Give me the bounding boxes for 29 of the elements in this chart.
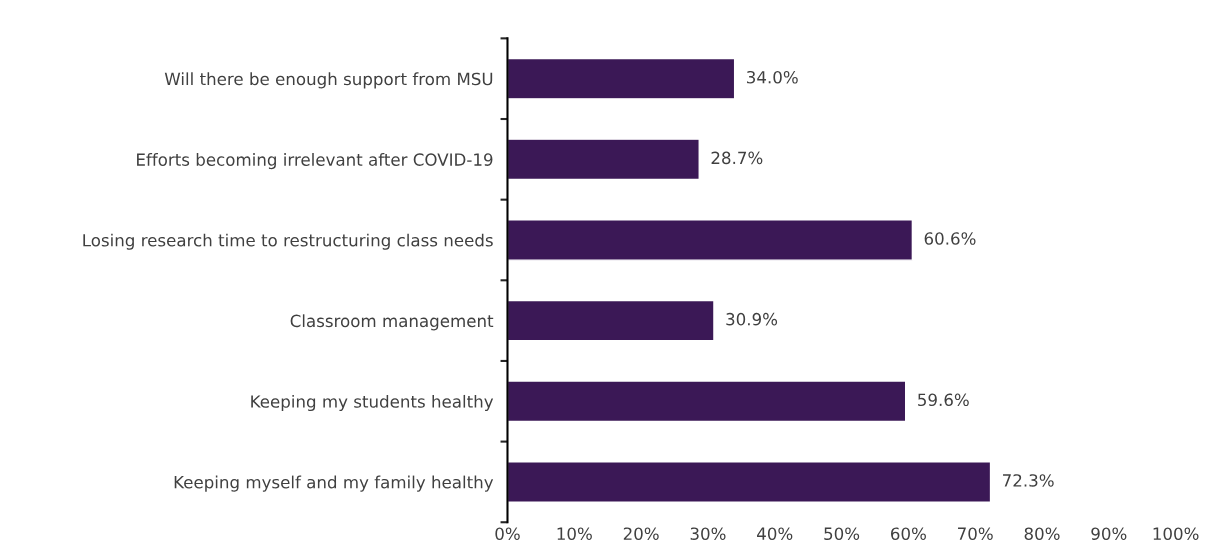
data-label: 60.6% — [924, 232, 976, 245]
x-tick-label: 40% — [757, 527, 793, 541]
x-tick-label: 60% — [891, 527, 926, 541]
y-tick-label: Efforts becoming irrelevant after COVID-19 — [137, 153, 493, 170]
bar — [507, 299, 715, 342]
bar — [507, 461, 992, 503]
y-tick-label: Will there be enough support from MSU — [164, 72, 493, 89]
x-tick-label: 0% — [495, 527, 520, 541]
y-tick-label: Keeping my students healthy — [251, 394, 494, 412]
y-tick-label: Losing research time to restructuring class needs — [83, 233, 493, 250]
x-tick-label: 90% — [1091, 527, 1127, 541]
data-label: 28.7% — [711, 151, 763, 165]
x-tick-label: 100% — [1153, 527, 1199, 541]
y-tick-label: Classroom management — [290, 314, 494, 331]
x-tick-label: 80% — [1024, 527, 1060, 541]
x-tick-label: 10% — [557, 527, 592, 541]
x-tick-label: 70% — [958, 527, 993, 541]
x-tick-label: 20% — [623, 527, 659, 541]
bar — [507, 219, 914, 261]
data-label: 72.3% — [1003, 474, 1054, 487]
y-tick-label: Keeping myself and my family healthy — [174, 475, 494, 492]
x-tick-label: 50% — [824, 527, 860, 541]
data-label: 59.6% — [918, 393, 969, 407]
bar — [507, 57, 736, 100]
bar — [507, 138, 700, 181]
data-label: 30.9% — [726, 312, 778, 326]
x-tick-label: 30% — [690, 527, 726, 541]
bar — [507, 380, 907, 423]
data-label: 34.0% — [747, 70, 798, 84]
